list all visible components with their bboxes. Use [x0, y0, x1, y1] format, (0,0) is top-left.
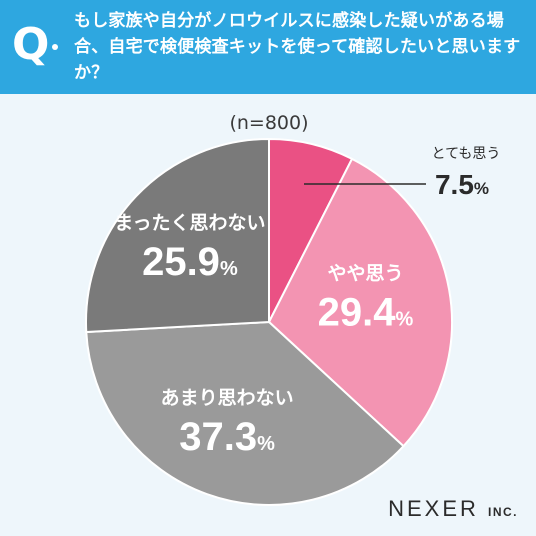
- slice-label-not-at-all: まったく思わない: [114, 212, 265, 234]
- pie-slices: [85, 137, 453, 506]
- slice-value-not-at-all: 25.9%: [142, 240, 238, 284]
- q-mark: Q: [12, 19, 50, 70]
- brand-logo: NEXER INC.: [388, 496, 518, 522]
- slice-label-very: とても思う: [432, 146, 501, 162]
- question-banner: Q もし家族や自分がノロウイルスに感染した疑いがある場合、自宅で検便検査キットを…: [0, 0, 536, 94]
- slice-somewhat: [267, 157, 453, 448]
- slice-label-somewhat: やや思う: [327, 262, 403, 284]
- slice-label-not-much: あまり思わない: [161, 387, 294, 409]
- sample-size-note: (n=800): [229, 112, 308, 134]
- slice-value-not-much: 37.3%: [179, 415, 275, 459]
- brand-suffix: INC.: [488, 505, 518, 519]
- q-dot: [52, 44, 58, 50]
- pie-labels: とても思う 7.5% やや思う 29.4% あまり思わない 37.3% まったく思わない 25…: [114, 146, 500, 459]
- slice-not-at-all: [85, 137, 270, 334]
- question-text: もし家族や自分がノロウイルスに感染した疑いがある場合、自宅で検便検査キットを使っ…: [74, 11, 521, 83]
- slice-value-somewhat: 29.4%: [318, 290, 414, 334]
- slice-value-very: 7.5%: [435, 169, 489, 200]
- slice-not-much: [85, 320, 405, 506]
- brand-name: NEXER: [388, 496, 479, 521]
